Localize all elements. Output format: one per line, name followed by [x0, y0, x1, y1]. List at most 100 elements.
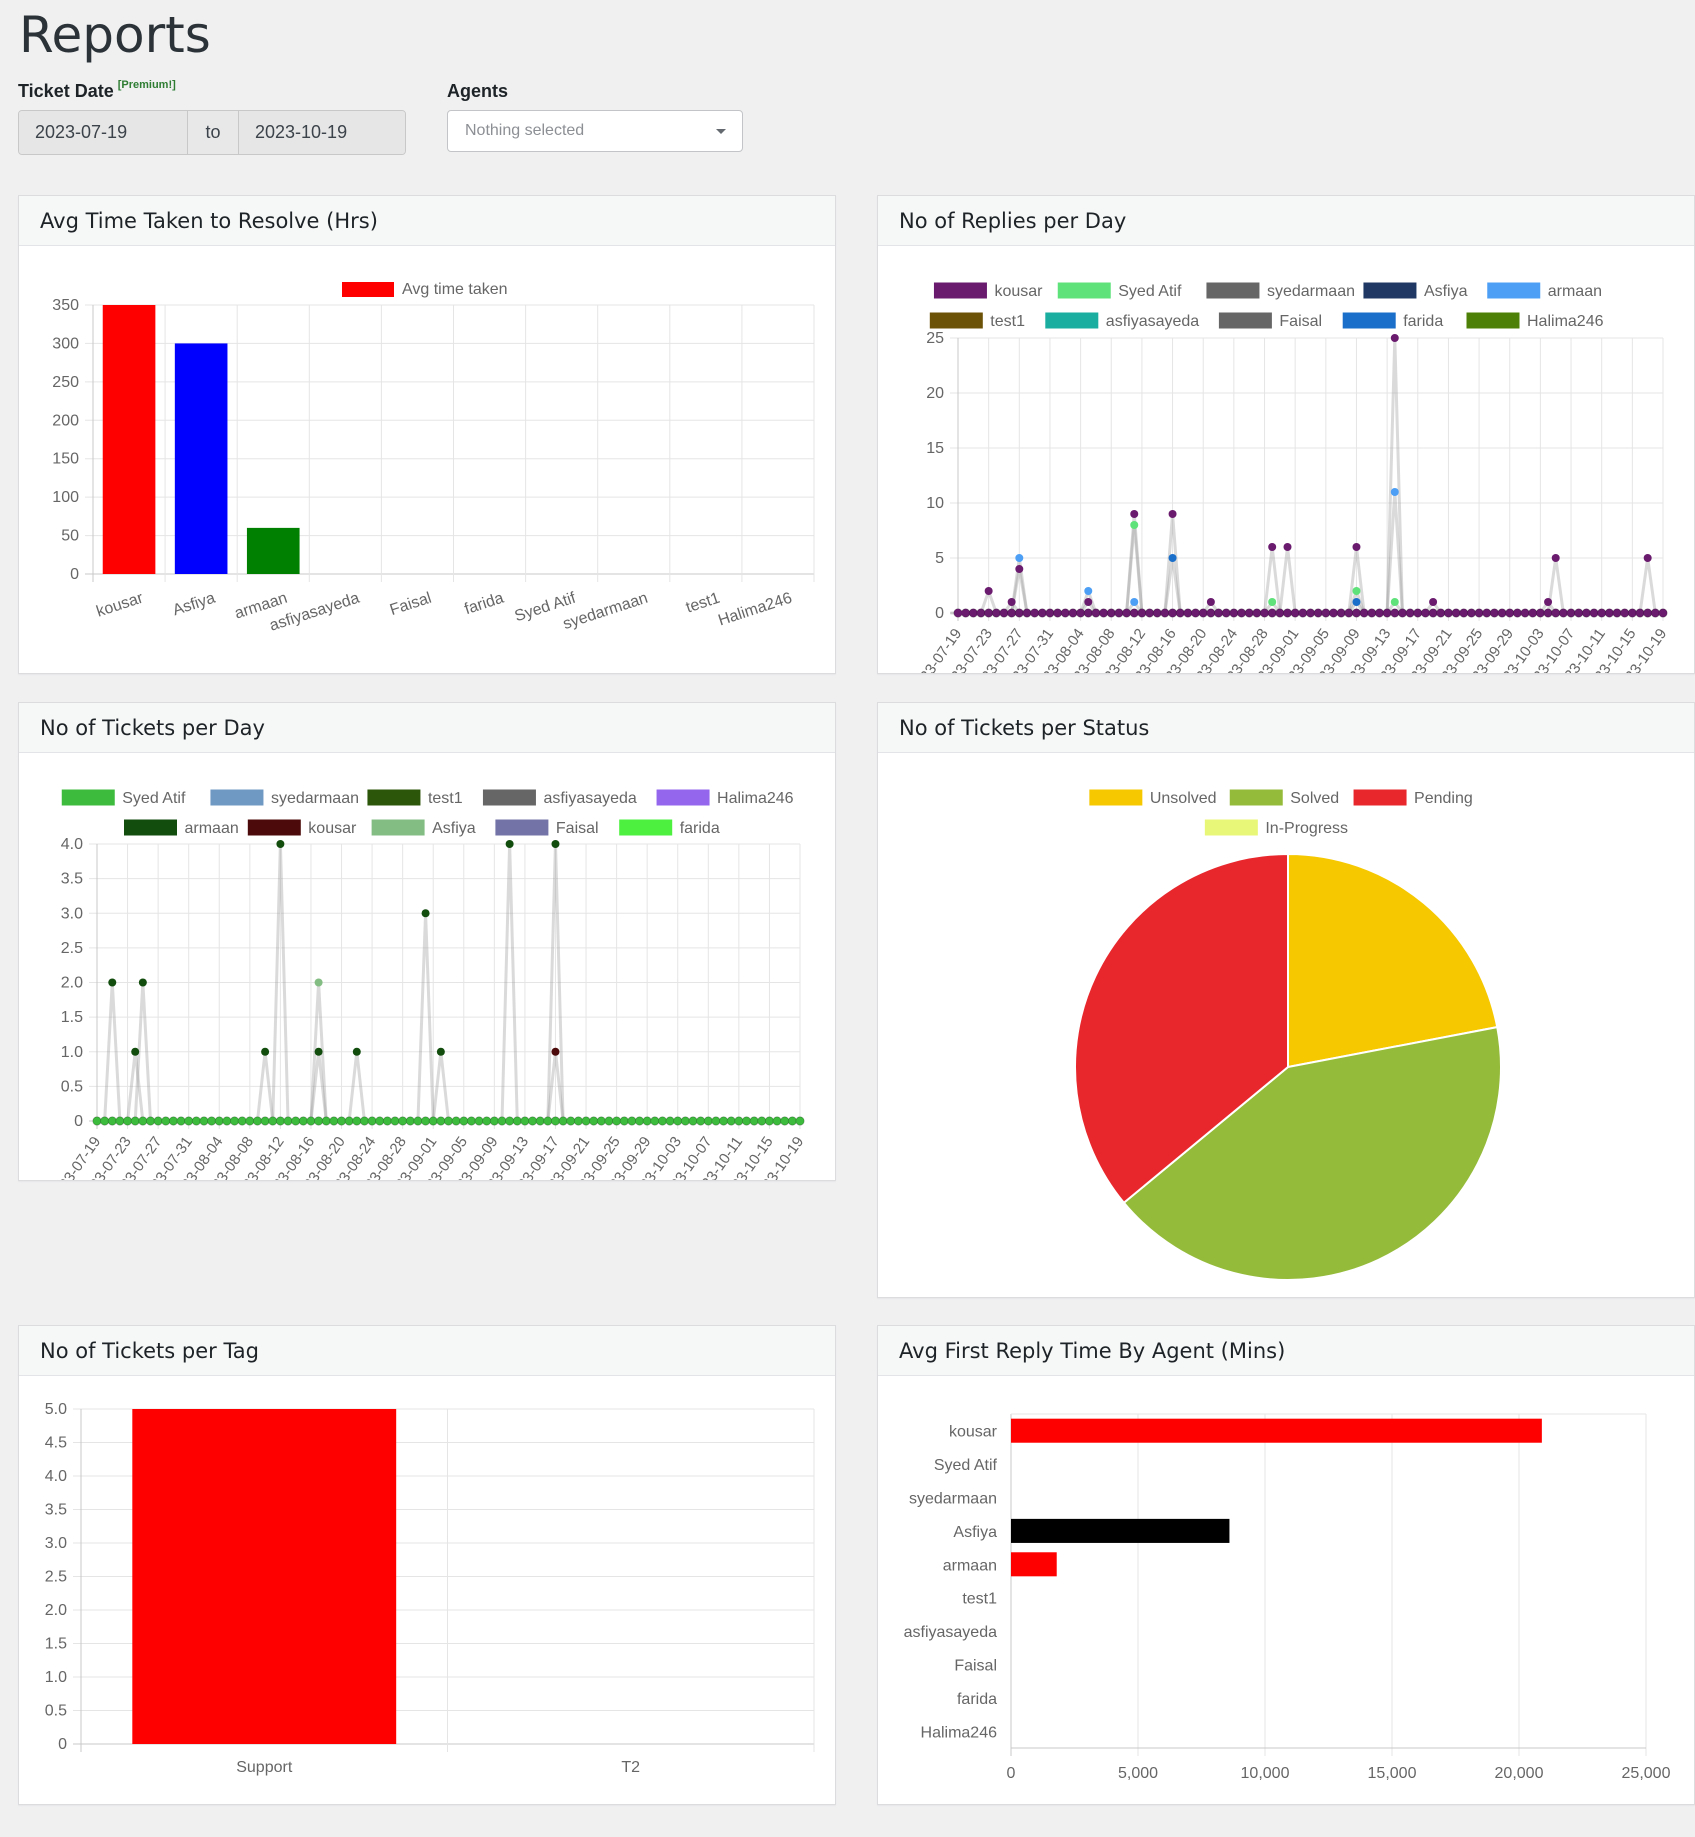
x-tick-label: Halima246: [716, 590, 794, 630]
data-point: [359, 1116, 370, 1126]
data-point: [1390, 334, 1399, 342]
y-tick-label: 0.5: [45, 1703, 67, 1720]
y-tick-label: Halima246: [921, 1724, 998, 1741]
data-point: [1543, 608, 1553, 618]
data-point: [1068, 608, 1078, 618]
series-line: [1278, 546, 1297, 614]
data-point: [1130, 510, 1139, 518]
y-tick-label: farida: [957, 1691, 997, 1708]
data-point: [1076, 608, 1086, 618]
data-point: [1007, 598, 1016, 606]
data-point: [1084, 587, 1093, 595]
data-point: [1443, 608, 1454, 618]
data-point: [1198, 608, 1208, 618]
data-point: [780, 1116, 790, 1126]
data-point: [596, 1116, 606, 1126]
data-point: [1604, 608, 1614, 618]
x-tick-label: 25,000: [1622, 1765, 1671, 1782]
data-point: [505, 840, 514, 848]
bar: [1011, 1552, 1057, 1577]
data-point: [107, 1116, 117, 1126]
card-tickets-per-tag: No of Tickets per Tag 0 0.5 1.0 1.5 2.0 2.5 3.…: [18, 1325, 836, 1805]
data-point: [1474, 608, 1484, 618]
y-tick-label: armaan: [943, 1557, 997, 1574]
data-point: [657, 1116, 668, 1126]
data-point: [122, 1116, 133, 1126]
data-point: [207, 1116, 217, 1126]
data-point: [1060, 608, 1070, 618]
data-point: [976, 608, 986, 618]
card-title: No of Tickets per Day: [19, 703, 835, 753]
y-tick-label: 1.0: [45, 1669, 67, 1686]
data-point: [968, 608, 978, 618]
legend-swatch: [1363, 282, 1417, 299]
tickets-per-day-chart: Syed Atif syedarmaan test1 asfiyasayeda Hali…: [46, 789, 807, 1180]
legend-label: syedarmaan: [271, 790, 359, 807]
legend-swatch: [482, 789, 536, 806]
data-point: [589, 1116, 599, 1126]
first-reply-time-chart: 0 5,000 10,000 15,000 20,000 25,000 kousar Syed…: [904, 1413, 1671, 1782]
data-point: [1014, 608, 1024, 618]
data-point: [1489, 608, 1500, 618]
legend-swatch: [367, 789, 421, 806]
data-point: [131, 1047, 140, 1056]
legend-label: Halima246: [717, 790, 794, 807]
ticket-date-label-text: Ticket Date: [18, 81, 114, 101]
y-tick-label: 0: [70, 566, 79, 583]
x-tick-label: Faisal: [388, 590, 434, 619]
legend-swatch: [371, 819, 425, 836]
date-from-input[interactable]: [19, 111, 187, 154]
data-point: [1267, 608, 1277, 618]
legend-swatch: [210, 789, 264, 806]
data-point: [1535, 608, 1545, 618]
x-tick-label: farida: [462, 590, 505, 619]
date-to-input[interactable]: [239, 111, 405, 154]
page-title: Reports: [19, 6, 211, 64]
y-tick-label: 3.0: [45, 1535, 67, 1552]
bar: [246, 527, 300, 574]
data-point: [1206, 598, 1215, 606]
data-point: [1168, 554, 1177, 562]
data-point: [375, 1116, 385, 1126]
legend-label: Faisal: [1279, 313, 1322, 330]
y-tick-label: 0: [935, 605, 944, 622]
card-title: Avg First Reply Time By Agent (Mins): [878, 1326, 1694, 1376]
data-point: [1091, 608, 1101, 618]
data-point: [1344, 608, 1354, 618]
y-tick-label: 2.0: [45, 1602, 67, 1619]
card-tickets-per-day: No of Tickets per Day Syed Atif syedarmaa…: [18, 702, 836, 1181]
legend-label: Halima246: [1527, 313, 1604, 330]
data-point: [314, 1047, 323, 1056]
legend-label: test1: [428, 790, 463, 807]
data-point: [1305, 608, 1316, 618]
data-point: [1130, 598, 1139, 606]
data-point: [252, 1116, 263, 1126]
data-point: [306, 1116, 316, 1126]
data-point: [573, 1116, 584, 1126]
data-point: [268, 1116, 278, 1126]
data-point: [1367, 608, 1377, 618]
data-point: [115, 1116, 125, 1126]
data-point: [421, 909, 430, 918]
y-tick-label: 300: [52, 335, 79, 352]
agents-select[interactable]: Nothing selected: [447, 110, 743, 152]
data-point: [420, 1116, 431, 1126]
data-point: [1528, 608, 1538, 618]
legend-swatch: [933, 282, 987, 299]
data-point: [726, 1116, 736, 1126]
y-tick-label: 3.5: [45, 1502, 67, 1519]
data-point: [168, 1116, 179, 1126]
data-point: [1168, 510, 1177, 518]
legend-label: Asfiya: [1424, 283, 1468, 300]
data-point: [1574, 608, 1584, 618]
legend-label: Avg time taken: [402, 281, 508, 298]
data-point: [1428, 608, 1438, 618]
data-point: [344, 1116, 354, 1126]
data-point: [795, 1116, 805, 1126]
data-point: [1045, 608, 1055, 618]
data-point: [1137, 608, 1147, 618]
y-tick-label: Asfiya: [953, 1524, 997, 1541]
premium-badge[interactable]: [Premium!]: [117, 79, 176, 91]
legend-swatch: [1206, 282, 1260, 299]
legend-label: Syed Atif: [122, 790, 186, 807]
